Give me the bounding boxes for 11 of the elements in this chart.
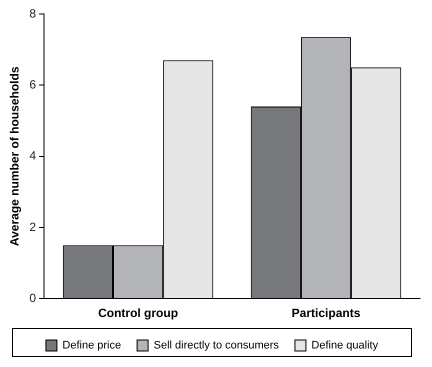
x-tick-label: Participants [292,306,361,320]
y-axis-title: Average number of households [8,66,22,246]
legend-label: Define price [62,340,122,352]
legend-label: Define quality [311,340,379,352]
y-tick-label: 0 [29,290,36,305]
y-tick-label: 8 [29,6,36,20]
legend-label: Sell directly to consumers [154,340,280,352]
y-tick-label: 2 [29,220,36,234]
y-tick-label: 4 [29,148,36,163]
x-tick-label: Control group [98,306,178,320]
y-tick-label: 6 [29,77,36,92]
